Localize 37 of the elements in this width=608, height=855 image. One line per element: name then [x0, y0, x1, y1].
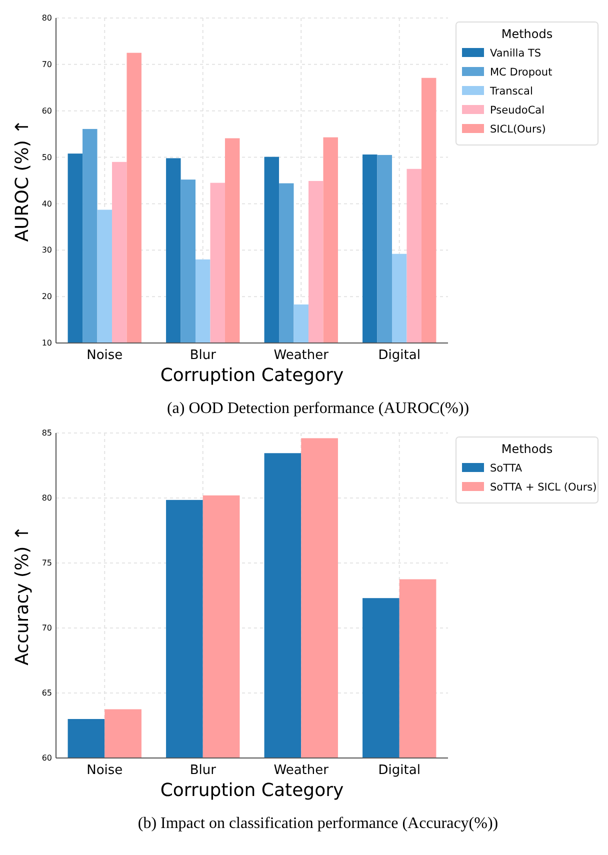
legend-label: Vanilla TS [490, 48, 542, 60]
legend-label: SICL(Ours) [490, 124, 546, 136]
y-tick-label: 50 [42, 152, 52, 162]
x-tick-label: Noise [86, 348, 123, 363]
legend-label: SoTTA [490, 462, 523, 474]
y-tick-label: 75 [42, 558, 52, 568]
text: (b) Impact on classification performance (Accuracy(%)) [138, 815, 498, 832]
legend-title: Methods [501, 27, 553, 41]
x-tick-label: Weather [274, 348, 330, 363]
y-tick-label: 65 [42, 688, 52, 698]
x-tick-label: Digital [378, 763, 420, 778]
legend-label: MC Dropout [490, 66, 552, 78]
y-tick-label: 60 [42, 754, 52, 763]
legend-label: SoTTA + SICL (Ours) [490, 482, 597, 494]
x-axis-title: Corruption Category [160, 780, 344, 801]
y-tick-label: 70 [42, 624, 52, 633]
y-axis-title: AUROC (%) ↑ [12, 119, 33, 242]
y-tick-label: 20 [42, 292, 52, 302]
legend-label: PseudoCal [490, 104, 545, 116]
y-tick-label: 30 [42, 246, 52, 255]
y-tick-label: 60 [42, 106, 52, 116]
legend-label: Transcal [489, 86, 533, 98]
x-tick-label: Weather [274, 763, 330, 778]
legend-title: Methods [501, 442, 553, 456]
y-tick-label: 80 [42, 14, 52, 23]
y-tick-label: 10 [42, 338, 52, 348]
x-tick-label: Digital [378, 348, 420, 363]
x-tick-label: Blur [190, 763, 217, 778]
y-tick-label: 85 [42, 428, 52, 438]
x-tick-label: Noise [86, 763, 123, 778]
y-axis-title: Accuracy (%) ↑ [12, 526, 33, 666]
text: (a) OOD Detection performance (AUROC(%)) [166, 400, 470, 417]
x-axis-title: Corruption Category [160, 365, 344, 386]
y-tick-label: 70 [42, 60, 52, 69]
y-tick-label: 80 [42, 494, 52, 503]
x-tick-label: Blur [190, 348, 217, 363]
y-tick-label: 40 [42, 199, 52, 208]
